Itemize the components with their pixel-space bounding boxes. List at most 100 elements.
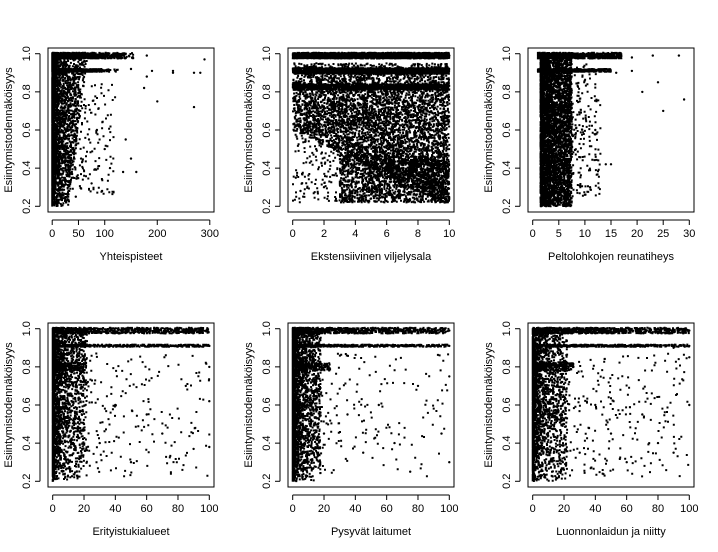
data-point [547, 201, 550, 204]
data-point [294, 461, 297, 464]
data-point [294, 176, 297, 179]
data-point [609, 432, 613, 435]
data-point [82, 54, 85, 57]
data-point [662, 109, 665, 113]
data-point [688, 356, 691, 359]
data-point [416, 186, 420, 189]
y-tick-label: 0.6 [261, 122, 273, 137]
data-point [299, 365, 302, 369]
data-point [293, 422, 296, 426]
data-point [56, 441, 59, 445]
x-axis-title: Yhteispisteet [100, 251, 163, 263]
data-point [534, 461, 537, 464]
x-tick-label: 2 [321, 228, 327, 240]
data-point [145, 75, 148, 78]
data-point [55, 119, 59, 122]
data-point [200, 329, 203, 332]
data-point [103, 54, 106, 57]
data-point [53, 476, 56, 479]
data-point [108, 166, 112, 170]
y-tick-label: 0.4 [21, 435, 33, 450]
x-tick-label: 10 [579, 228, 591, 240]
data-point [338, 69, 341, 73]
data-point [293, 476, 296, 479]
data-point [57, 403, 61, 407]
y-tick-label: 0.2 [21, 199, 33, 214]
data-point [588, 186, 592, 189]
x-tick-label: 8 [415, 228, 421, 240]
data-point [533, 476, 536, 479]
y-tick-label: 0.6 [501, 397, 513, 412]
data-point [330, 88, 333, 92]
data-point [90, 182, 93, 185]
data-point [416, 54, 420, 57]
data-point [552, 71, 555, 75]
data-point [562, 62, 566, 65]
data-point [401, 344, 404, 348]
data-point [448, 461, 451, 464]
data-point [594, 128, 597, 132]
data-point [656, 81, 660, 84]
data-point [547, 109, 550, 113]
data-point [82, 69, 85, 73]
data-point [604, 163, 607, 166]
y-tick-label: 0.4 [261, 435, 273, 450]
y-tick-label: 1.0 [501, 46, 513, 61]
y-tick-label: 0.4 [261, 160, 273, 175]
x-tick-label: 20 [631, 228, 643, 240]
data-point [409, 327, 412, 330]
data-point [145, 413, 148, 416]
data-point [578, 451, 581, 454]
x-tick-label: 4 [352, 228, 358, 240]
data-point [53, 195, 56, 198]
data-point [299, 189, 302, 193]
data-point [184, 384, 187, 388]
data-point [599, 69, 602, 73]
data-point [61, 71, 64, 75]
data-point [208, 445, 211, 449]
y-tick-label: 0.8 [21, 84, 33, 99]
data-point [552, 186, 555, 189]
y-axis-title: Esiintymistodennäköisyys [3, 67, 15, 193]
data-point [445, 86, 448, 90]
x-tick-label: 0 [290, 503, 296, 515]
data-point [296, 346, 299, 349]
data-point [74, 195, 78, 198]
y-tick-label: 0.6 [261, 397, 273, 412]
data-point [385, 195, 388, 198]
point-cloud [531, 326, 690, 482]
y-tick-label: 0.2 [261, 474, 273, 489]
data-point [630, 56, 634, 59]
data-point [169, 327, 172, 330]
data-point [192, 447, 195, 451]
data-point [583, 193, 587, 196]
data-point [672, 451, 675, 454]
data-point [354, 189, 357, 193]
data-point [54, 138, 58, 141]
x-tick-label: 100 [440, 503, 458, 515]
y-tick-label: 0.4 [501, 435, 513, 450]
x-tick-label: 100 [96, 228, 114, 240]
x-tick-label: 100 [680, 503, 698, 515]
data-point [409, 470, 412, 473]
data-point [307, 344, 310, 348]
data-point [98, 441, 101, 445]
data-point [56, 147, 59, 151]
data-point [445, 195, 448, 198]
data-point [594, 403, 597, 407]
data-point [296, 441, 299, 445]
data-point [586, 329, 589, 332]
data-point [145, 54, 148, 57]
plot-frame [47, 322, 215, 488]
data-point [322, 186, 326, 189]
data-point [688, 344, 691, 348]
x-tick-label: 40 [589, 503, 601, 515]
data-point [66, 54, 70, 57]
x-tick-label: 40 [349, 503, 361, 515]
y-axis-title: Esiintymistodennäköisyys [243, 342, 255, 468]
scatter-panel: 0 20 40 60 80 100 Luonnonlaidun ja niitty 0.2 0.… [483, 321, 698, 538]
data-point [60, 90, 63, 94]
scatter-panel: 0 20 40 60 80 100 Pysyvät laitumet 0.2 0.4 0.6 0.8… [243, 321, 458, 538]
y-axis-title: Esiintymistodennäköisyys [243, 67, 255, 193]
data-point [677, 54, 681, 57]
